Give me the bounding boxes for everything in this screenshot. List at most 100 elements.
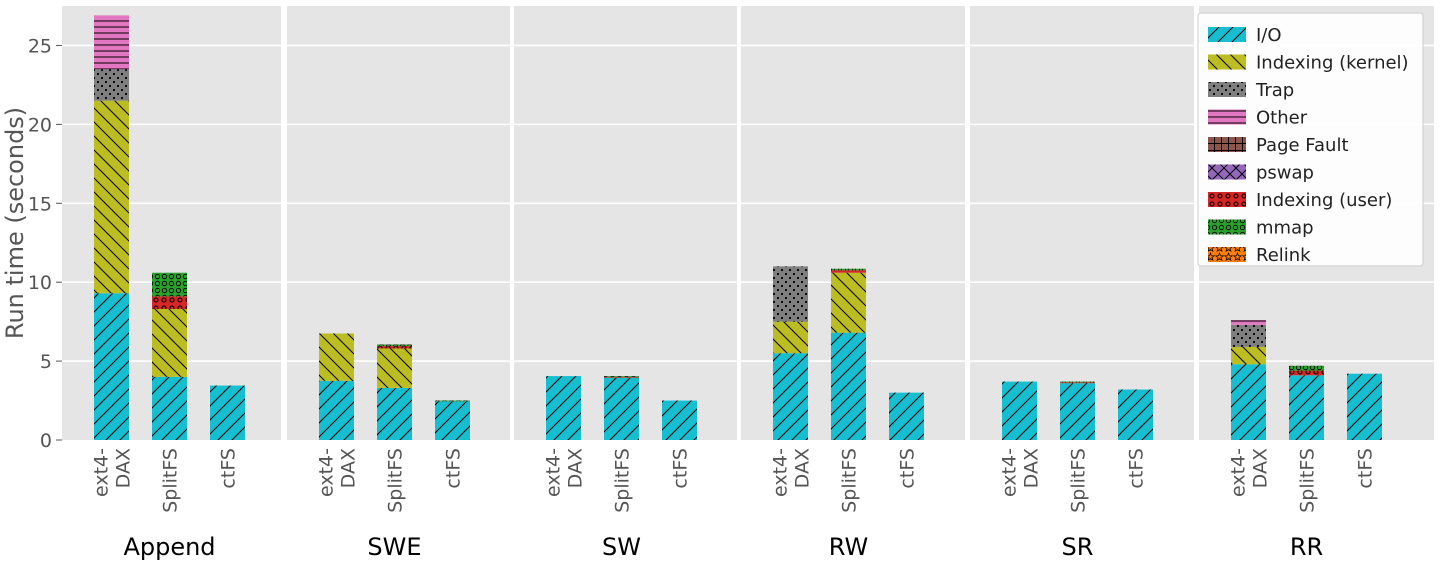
legend-item-page-fault-swatch-hatch xyxy=(1208,137,1246,152)
bar-append-ext4-dax-indexing-kernel-hatch xyxy=(94,100,129,294)
x-tick-label: ext4-DAX xyxy=(316,448,360,497)
legend-item-page-fault-label: Page Fault xyxy=(1256,135,1349,156)
x-tick-label: SplitFS xyxy=(1297,448,1319,513)
x-tick-label: ctFS xyxy=(1355,448,1377,489)
legend-item-indexing-user: Indexing (user) xyxy=(1208,190,1392,211)
x-tick-label: ext4-DAX xyxy=(770,448,814,497)
bar-rr-ext4-dax-i-o-hatch xyxy=(1231,364,1266,440)
x-tick-label: SplitFS xyxy=(839,448,861,513)
bar-rw-splitfs-i-o-hatch xyxy=(831,332,866,440)
legend-item-trap: Trap xyxy=(1208,80,1294,101)
bar-append-splitfs-mmap-hatch xyxy=(152,272,187,297)
bar-rr-ext4-dax-trap-hatch xyxy=(1231,324,1266,347)
legend-item-relink-swatch-hatch xyxy=(1208,247,1246,262)
bar-swe-splitfs-indexing-kernel-hatch xyxy=(377,348,412,388)
bar-rr-splitfs-mmap-hatch xyxy=(1289,365,1324,371)
legend-item-i-o-label: I/O xyxy=(1256,25,1282,46)
bar-sr-splitfs-i-o-hatch xyxy=(1060,383,1095,440)
bar-append-splitfs-i-o-hatch xyxy=(152,376,187,440)
bar-rw-ext4-dax-indexing-kernel-hatch xyxy=(773,321,808,354)
legend-item-trap-swatch-hatch xyxy=(1208,82,1246,97)
y-tick-label: 15 xyxy=(28,193,52,215)
group-label-sw: SW xyxy=(602,533,641,561)
legend-item-page-fault: Page Fault xyxy=(1208,135,1349,156)
bar-sr-ctfs-i-o-hatch xyxy=(1118,389,1153,440)
x-tick-label: ctFS xyxy=(670,448,692,489)
legend-item-i-o: I/O xyxy=(1208,25,1282,46)
bar-rr-ext4-dax-indexing-kernel-hatch xyxy=(1231,346,1266,365)
x-tick-label: SplitFS xyxy=(385,448,407,513)
legend-box xyxy=(1197,12,1424,267)
bar-rr-splitfs-i-o-hatch xyxy=(1289,375,1324,440)
legend-item-mmap: mmap xyxy=(1208,218,1314,239)
x-tick-label: SplitFS xyxy=(160,448,182,513)
bar-swe-ctfs-i-o-hatch xyxy=(435,401,470,440)
legend-item-relink-label: Relink xyxy=(1256,245,1311,266)
legend-item-indexing-kernel-swatch-hatch xyxy=(1208,54,1246,70)
bar-sw-splitfs-i-o-hatch xyxy=(604,377,639,440)
legend-item-other-swatch-hatch xyxy=(1208,109,1246,125)
legend-item-trap-label: Trap xyxy=(1255,80,1294,101)
bar-sw-ctfs-i-o-hatch xyxy=(662,400,697,440)
legend-item-indexing-kernel: Indexing (kernel) xyxy=(1208,53,1409,74)
legend-item-mmap-swatch-hatch xyxy=(1208,219,1246,235)
x-labels: ext4-DAX SplitFS ctFS Append ext4-DAX SplitFS… xyxy=(91,448,1377,561)
bar-append-ext4-dax-trap-hatch xyxy=(94,69,129,101)
group-label-rw: RW xyxy=(829,533,868,561)
legend-item-relink: Relink xyxy=(1208,245,1311,266)
bar-sr-splitfs-mmap-hatch xyxy=(1060,381,1095,383)
bar-append-ctfs-i-o-hatch xyxy=(210,385,245,440)
legend-item-other-label: Other xyxy=(1256,108,1308,129)
bars xyxy=(94,15,1382,440)
bar-swe-ext4-dax-indexing-kernel-hatch xyxy=(319,333,354,381)
group-label-sr: SR xyxy=(1062,533,1094,561)
legend-item-indexing-user-swatch-hatch xyxy=(1208,192,1246,207)
y-axis-title: Run time (seconds) xyxy=(1,107,29,339)
x-tick-label: ext4-DAX xyxy=(91,448,135,497)
y-tick-label: 0 xyxy=(40,430,52,452)
bar-swe-splitfs-indexing-user-hatch xyxy=(377,346,412,349)
x-tick-label: ctFS xyxy=(1126,448,1148,489)
bar-swe-splitfs-i-o-hatch xyxy=(377,387,412,440)
bar-rr-splitfs-indexing-user-hatch xyxy=(1289,370,1324,376)
bar-rw-splitfs-indexing-user-hatch xyxy=(831,270,866,273)
legend-item-indexing-user-label: Indexing (user) xyxy=(1256,190,1392,211)
bar-sw-splitfs-indexing-user-hatch xyxy=(604,376,639,378)
x-tick-label: ext4-DAX xyxy=(543,448,587,497)
legend-item-other: Other xyxy=(1208,108,1308,129)
legend-item-pswap-label: pswap xyxy=(1256,163,1314,184)
group-label-swe: SWE xyxy=(367,533,421,561)
x-tick-label: ext4-DAX xyxy=(1228,448,1272,497)
y-axis: 0 5 10 15 20 25 Run time (seconds) xyxy=(1,35,62,452)
bar-append-splitfs-indexing-kernel-hatch xyxy=(152,309,187,377)
y-tick-label: 25 xyxy=(28,35,52,57)
legend: I/O Indexing (kernel) Trap Other Page Fault p… xyxy=(1197,12,1424,267)
bar-rw-splitfs-indexing-kernel-hatch xyxy=(831,272,866,333)
bar-rw-splitfs-mmap-hatch xyxy=(831,268,866,271)
bar-swe-ext4-dax-i-o-hatch xyxy=(319,380,354,440)
bar-sw-splitfs-mmap-hatch xyxy=(604,376,639,377)
y-tick-label: 10 xyxy=(28,272,52,294)
bar-append-ext4-dax-i-o-hatch xyxy=(94,293,129,440)
x-tick-label: ctFS xyxy=(897,448,919,489)
x-tick-label: ext4-DAX xyxy=(999,448,1043,497)
legend-item-pswap-swatch-hatch xyxy=(1208,164,1246,180)
group-label-append: Append xyxy=(123,533,215,561)
x-tick-label: ctFS xyxy=(443,448,465,489)
bar-rw-ext4-dax-i-o-hatch xyxy=(773,353,808,440)
bar-swe-ctfs-mmap-hatch xyxy=(435,400,470,402)
bar-append-splitfs-indexing-user-hatch xyxy=(152,296,187,310)
bar-sw-ext4-dax-i-o-hatch xyxy=(546,376,581,440)
y-tick-label: 5 xyxy=(40,351,52,373)
legend-item-pswap: pswap xyxy=(1208,163,1314,184)
panel-sw xyxy=(514,6,737,440)
bar-sr-splitfs-indexing-user-hatch xyxy=(1060,382,1095,384)
legend-item-indexing-kernel-label: Indexing (kernel) xyxy=(1256,53,1409,74)
y-tick-label: 20 xyxy=(28,114,52,136)
x-tick-label: SplitFS xyxy=(612,448,634,513)
bar-append-ext4-dax-other-hatch xyxy=(94,15,129,70)
group-label-rr: RR xyxy=(1290,533,1323,561)
bar-rr-ctfs-i-o-hatch xyxy=(1347,373,1382,440)
x-tick-label: SplitFS xyxy=(1068,448,1090,513)
